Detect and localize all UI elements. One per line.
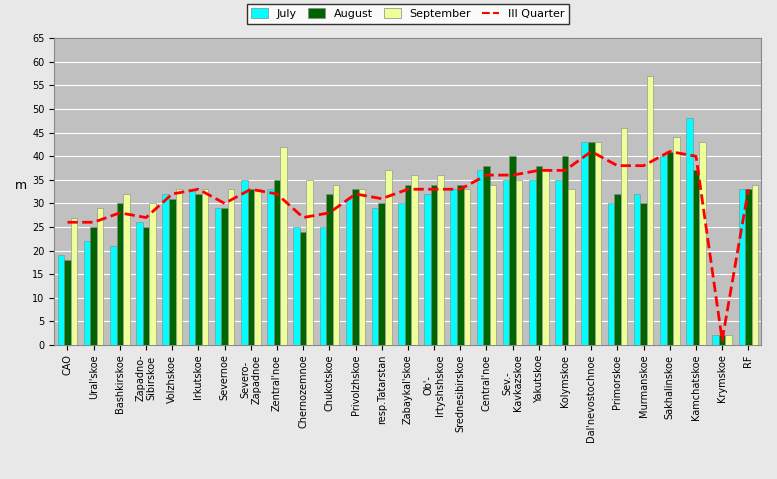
Bar bbox=[176, 189, 182, 345]
Bar bbox=[411, 175, 418, 345]
Bar bbox=[117, 204, 123, 345]
Bar bbox=[241, 180, 248, 345]
Bar bbox=[97, 208, 103, 345]
Bar bbox=[503, 180, 510, 345]
Bar bbox=[424, 194, 430, 345]
Bar bbox=[751, 184, 758, 345]
Bar bbox=[634, 194, 640, 345]
Bar bbox=[673, 137, 680, 345]
Bar bbox=[660, 156, 667, 345]
Bar bbox=[300, 232, 306, 345]
Bar bbox=[699, 142, 706, 345]
Bar bbox=[535, 166, 542, 345]
Bar bbox=[71, 217, 77, 345]
Bar bbox=[713, 335, 719, 345]
Bar bbox=[248, 189, 254, 345]
Bar bbox=[319, 227, 326, 345]
Bar bbox=[294, 227, 300, 345]
Bar bbox=[594, 142, 601, 345]
Bar bbox=[451, 189, 457, 345]
Bar bbox=[457, 184, 464, 345]
Bar bbox=[378, 204, 385, 345]
Bar bbox=[169, 199, 176, 345]
Bar bbox=[110, 246, 117, 345]
Bar bbox=[529, 180, 535, 345]
Bar bbox=[214, 208, 221, 345]
Bar bbox=[719, 335, 726, 345]
Bar bbox=[84, 241, 90, 345]
Bar bbox=[483, 166, 490, 345]
Bar bbox=[352, 189, 359, 345]
Bar bbox=[556, 180, 562, 345]
Bar bbox=[64, 260, 71, 345]
Bar bbox=[123, 194, 130, 345]
Bar bbox=[346, 199, 352, 345]
Bar bbox=[254, 189, 260, 345]
Bar bbox=[686, 118, 693, 345]
Bar bbox=[510, 156, 516, 345]
Bar bbox=[640, 204, 647, 345]
Bar bbox=[280, 147, 287, 345]
Bar bbox=[568, 189, 575, 345]
Bar bbox=[608, 204, 614, 345]
Bar bbox=[464, 189, 470, 345]
Bar bbox=[136, 222, 143, 345]
Bar bbox=[162, 194, 169, 345]
Bar bbox=[745, 189, 751, 345]
Bar bbox=[614, 194, 621, 345]
Bar bbox=[562, 156, 568, 345]
Legend: July, August, September, III Quarter: July, August, September, III Quarter bbox=[247, 4, 569, 23]
Bar bbox=[739, 189, 745, 345]
Bar bbox=[542, 171, 549, 345]
Bar bbox=[693, 171, 699, 345]
Bar bbox=[228, 189, 235, 345]
Bar bbox=[326, 194, 333, 345]
Bar bbox=[430, 184, 437, 345]
Bar bbox=[437, 175, 444, 345]
Bar bbox=[490, 184, 497, 345]
Bar bbox=[189, 189, 195, 345]
Bar bbox=[621, 128, 627, 345]
Bar bbox=[195, 194, 202, 345]
Bar bbox=[405, 184, 411, 345]
Bar bbox=[516, 180, 522, 345]
Bar bbox=[359, 189, 365, 345]
Bar bbox=[726, 335, 732, 345]
Bar bbox=[274, 180, 280, 345]
Bar bbox=[306, 180, 313, 345]
Bar bbox=[581, 142, 588, 345]
Bar bbox=[202, 189, 208, 345]
Bar bbox=[398, 204, 405, 345]
Y-axis label: m: m bbox=[15, 179, 27, 192]
Bar bbox=[57, 255, 64, 345]
Bar bbox=[149, 204, 156, 345]
Bar bbox=[267, 189, 274, 345]
Bar bbox=[385, 171, 392, 345]
Bar bbox=[667, 151, 673, 345]
Bar bbox=[372, 208, 378, 345]
Bar bbox=[143, 227, 149, 345]
Bar bbox=[90, 227, 97, 345]
Bar bbox=[476, 171, 483, 345]
Bar bbox=[333, 184, 340, 345]
Bar bbox=[647, 76, 653, 345]
Bar bbox=[221, 208, 228, 345]
Bar bbox=[588, 142, 594, 345]
